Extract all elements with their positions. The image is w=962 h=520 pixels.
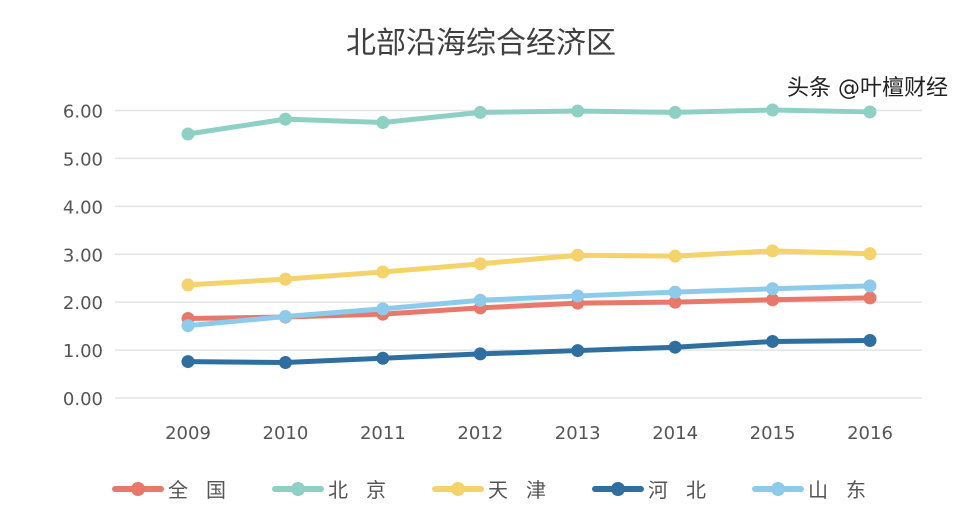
x-tick-label: 2013 [555, 423, 601, 444]
data-point [766, 334, 780, 348]
legend-marker [752, 481, 804, 496]
data-point [278, 272, 292, 286]
legend-label: 天津 [488, 478, 564, 502]
x-tick-label: 2009 [165, 423, 211, 444]
data-point [571, 248, 585, 262]
data-point [766, 244, 780, 258]
data-point [473, 347, 487, 361]
legend-marker [112, 481, 164, 496]
legend-label: 全国 [168, 478, 244, 502]
data-point [571, 289, 585, 303]
chart-title: 北部沿海综合经济区 [346, 26, 616, 61]
data-point [278, 112, 292, 126]
data-point [668, 105, 682, 119]
legend-item: 全国 [112, 474, 244, 503]
legend: 全国 北京 天津 河北 山东 [112, 474, 884, 503]
series-line [187, 107, 871, 137]
data-point [376, 351, 390, 365]
x-tick-label: 2012 [457, 423, 503, 444]
watermark: 头条 @叶檀财经 [787, 76, 948, 101]
y-tick-label: 0.00 [63, 389, 103, 410]
series-line [187, 283, 871, 329]
series-line [187, 248, 871, 288]
x-tick-label: 2016 [847, 423, 893, 444]
data-point [278, 356, 292, 370]
x-tick-label: 2014 [652, 423, 698, 444]
data-point [766, 282, 780, 296]
legend-marker [272, 481, 324, 496]
data-point [571, 104, 585, 118]
data-point [181, 355, 195, 369]
data-point [766, 293, 780, 307]
data-point [668, 249, 682, 263]
legend-marker [432, 481, 484, 496]
y-tick-label: 1.00 [63, 341, 103, 362]
legend-label: 山东 [808, 478, 884, 502]
legend-item: 北京 [272, 474, 404, 503]
y-tick-label: 4.00 [63, 197, 103, 218]
legend-item: 天津 [432, 474, 564, 503]
data-point [473, 293, 487, 307]
data-point [181, 319, 195, 333]
data-point [181, 278, 195, 292]
data-point [376, 265, 390, 279]
data-point [376, 302, 390, 316]
data-point [668, 295, 682, 309]
data-point [863, 279, 877, 293]
y-tick-label: 3.00 [63, 245, 103, 266]
data-point [181, 127, 195, 141]
data-point [863, 247, 877, 261]
data-point [473, 257, 487, 271]
legend-label: 河北 [648, 478, 724, 502]
legend-item: 河北 [592, 474, 724, 503]
legend-item: 山东 [752, 474, 884, 503]
data-point [863, 105, 877, 119]
series-line [187, 338, 871, 366]
data-point [278, 310, 292, 324]
legend-marker [592, 481, 644, 496]
x-tick-label: 2011 [360, 423, 406, 444]
data-point [571, 344, 585, 358]
data-point [766, 103, 780, 117]
data-point [863, 291, 877, 305]
data-point [473, 105, 487, 119]
x-tick-label: 2010 [263, 423, 309, 444]
x-tick-label: 2015 [750, 423, 796, 444]
data-point [376, 115, 390, 129]
data-point [668, 340, 682, 354]
y-tick-label: 5.00 [63, 149, 103, 170]
legend-label: 北京 [328, 478, 404, 502]
line-chart: 0.00 1.00 2.00 3.00 4.00 5.00 6.00 2009 2010 2011… [63, 102, 922, 444]
data-point [863, 334, 877, 347]
y-tick-label: 2.00 [63, 293, 103, 314]
data-point [668, 285, 682, 299]
y-tick-label: 6.00 [63, 102, 103, 123]
